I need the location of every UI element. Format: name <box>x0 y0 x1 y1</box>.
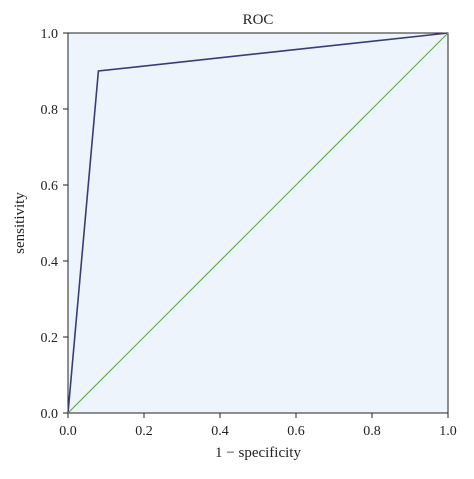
chart-title: ROC <box>243 12 274 28</box>
y-tick-label: 0.8 <box>41 103 59 118</box>
x-tick-label: 1.0 <box>439 424 457 439</box>
y-axis-label: sensitivity <box>12 192 28 254</box>
y-tick-label: 0.2 <box>41 331 59 346</box>
x-tick-label: 0.2 <box>135 424 153 439</box>
y-tick-label: 0.6 <box>41 179 59 194</box>
series-layer <box>67 32 449 414</box>
reference-diagonal-line <box>67 32 449 414</box>
y-tick-label: 1.0 <box>41 27 59 42</box>
roc-curve-line <box>67 32 449 414</box>
y-tick-label: 0.0 <box>41 407 59 422</box>
y-tick-label: 0.4 <box>41 255 59 270</box>
x-axis-label: 1 − specificity <box>215 445 301 461</box>
x-tick-label: 0.4 <box>211 424 229 439</box>
x-tick-label: 0.8 <box>363 424 381 439</box>
y-axis-ticks: 0.0 0.2 0.4 0.6 0.8 1.0 <box>41 27 68 422</box>
x-tick-label: 0.0 <box>59 424 77 439</box>
x-axis-ticks: 0.0 0.2 0.4 0.6 0.8 1.0 <box>59 413 457 439</box>
x-tick-label: 0.6 <box>287 424 305 439</box>
